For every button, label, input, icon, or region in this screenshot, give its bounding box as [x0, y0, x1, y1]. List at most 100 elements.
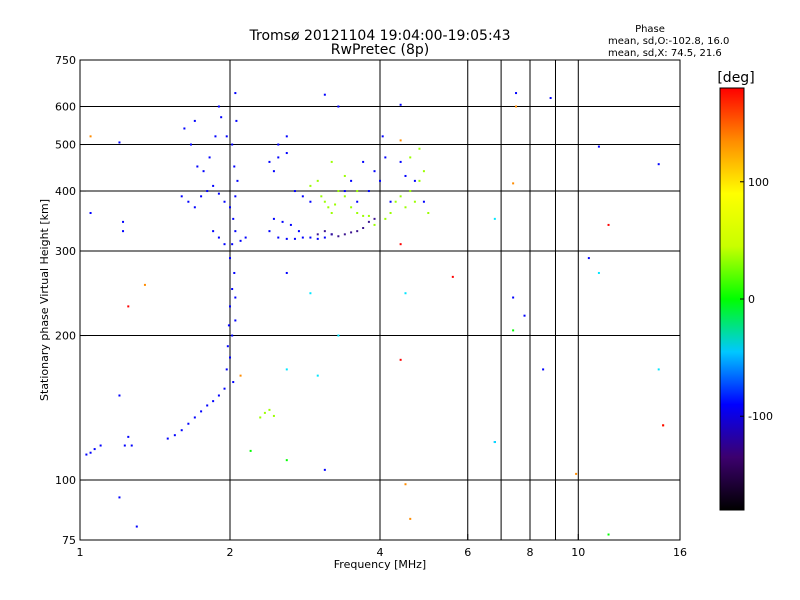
data-point — [244, 236, 247, 239]
data-point — [316, 374, 319, 377]
data-point — [206, 404, 209, 407]
data-point — [229, 305, 231, 308]
data-point — [356, 200, 359, 203]
data-point — [309, 236, 312, 239]
y-tick-label: 750 — [55, 54, 76, 67]
data-point — [193, 206, 196, 209]
y-tick-label: 75 — [62, 534, 76, 547]
data-point — [263, 411, 266, 414]
data-point — [493, 441, 496, 444]
data-point — [223, 387, 226, 390]
data-point — [234, 92, 237, 95]
data-point — [232, 217, 235, 220]
data-point — [217, 394, 220, 397]
data-point — [180, 195, 183, 198]
plot-points — [85, 92, 665, 536]
data-point — [515, 92, 518, 95]
data-point — [662, 424, 665, 427]
colorbar-tick-label: -100 — [748, 410, 773, 423]
data-point — [220, 116, 223, 119]
data-point — [389, 212, 392, 215]
data-point — [316, 233, 319, 236]
data-point — [451, 275, 454, 278]
y-tick-label: 300 — [55, 245, 76, 258]
data-point — [512, 182, 515, 185]
data-point — [268, 230, 271, 233]
data-point — [409, 517, 412, 520]
data-point — [427, 212, 430, 215]
data-point — [362, 227, 365, 230]
data-point — [422, 200, 425, 203]
data-point — [285, 459, 288, 462]
data-point — [208, 156, 211, 159]
data-point — [327, 206, 330, 209]
data-point — [362, 214, 365, 217]
data-point — [309, 292, 312, 295]
data-point — [118, 496, 121, 499]
x-tick-label: 1 — [77, 546, 84, 559]
data-point — [235, 119, 238, 122]
data-point — [234, 296, 237, 299]
data-point — [323, 468, 326, 471]
data-point — [127, 305, 130, 308]
y-axis-ticks: 75 100 200 300 400 500 600 750 — [55, 54, 86, 547]
data-point — [549, 97, 552, 100]
data-point — [239, 239, 242, 242]
data-point — [330, 212, 333, 215]
data-point — [356, 190, 359, 193]
data-point — [118, 394, 121, 397]
data-point — [413, 200, 416, 203]
data-point — [297, 230, 300, 233]
data-point — [229, 356, 231, 359]
data-point — [268, 408, 271, 411]
data-point — [323, 230, 326, 233]
data-point — [234, 319, 237, 322]
data-point — [373, 217, 376, 220]
data-point — [523, 314, 526, 317]
data-point — [607, 533, 610, 536]
y-tick-label: 500 — [55, 139, 76, 152]
data-point — [187, 422, 190, 425]
x-tick-label: 16 — [673, 546, 687, 559]
data-point — [337, 334, 340, 337]
colorbar-ticks: 100 0 -100 — [740, 176, 773, 423]
data-point — [212, 230, 215, 233]
data-point — [277, 143, 280, 146]
x-tick-label: 8 — [527, 546, 534, 559]
data-point — [367, 190, 370, 193]
data-point — [367, 214, 370, 217]
data-point — [217, 105, 220, 108]
data-point — [285, 368, 288, 371]
data-point — [231, 334, 234, 337]
data-point — [189, 143, 192, 146]
data-point — [202, 170, 205, 173]
x-axis-ticks: 1 2 4 6 8 10 16 — [77, 534, 687, 559]
data-point — [409, 156, 412, 159]
data-point — [337, 190, 340, 193]
x-tick-label: 10 — [571, 546, 585, 559]
data-point — [122, 230, 125, 233]
data-point — [316, 237, 319, 240]
data-point — [657, 368, 660, 371]
data-point — [404, 292, 407, 295]
data-point — [239, 374, 242, 377]
phase-info-o: mean, sd,O:-102.8, 16.0 — [608, 36, 729, 47]
data-point — [200, 195, 203, 198]
data-point — [512, 329, 515, 332]
data-point — [399, 160, 402, 163]
data-point — [309, 200, 312, 203]
y-axis-label: Stationary phase Virtual Height [km] — [38, 199, 51, 401]
data-point — [166, 437, 169, 440]
data-point — [118, 141, 121, 144]
data-point — [234, 230, 237, 233]
data-point — [381, 135, 384, 138]
x-tick-label: 6 — [464, 546, 471, 559]
data-point — [231, 243, 234, 246]
data-point — [234, 195, 237, 198]
data-point — [183, 127, 186, 130]
data-point — [337, 105, 340, 108]
data-point — [229, 257, 231, 260]
data-point — [356, 230, 359, 233]
data-point — [422, 170, 425, 173]
data-point — [343, 190, 346, 193]
